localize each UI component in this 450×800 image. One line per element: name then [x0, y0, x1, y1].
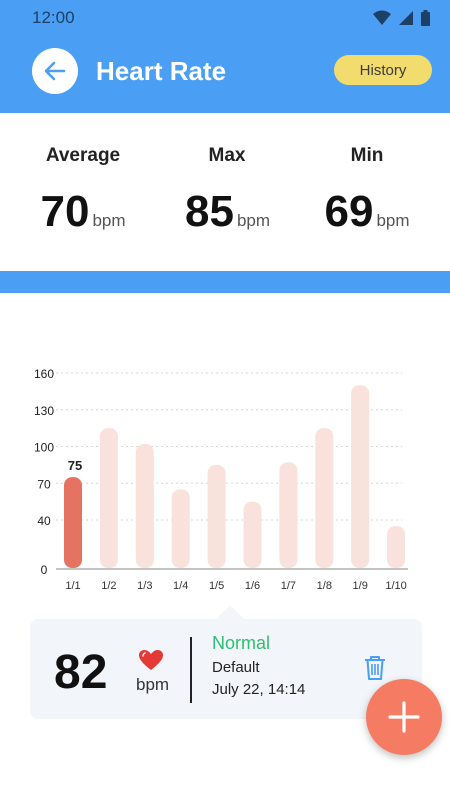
chart-bar: [279, 462, 298, 568]
chart-bar: [64, 477, 82, 568]
chart-bar: [207, 464, 226, 568]
stat-average: Average 70 bpm: [38, 145, 128, 237]
status-icons: [373, 10, 430, 26]
reading-card[interactable]: 82 bpm Normal Default July 22, 14:14: [30, 619, 422, 719]
card-pointer: [216, 605, 244, 619]
y-tick-label: 130: [34, 404, 54, 418]
battery-icon: [421, 10, 430, 26]
x-tick-label: 1/8: [317, 580, 332, 592]
reading-datetime: July 22, 14:14: [212, 681, 306, 698]
back-button[interactable]: [32, 48, 78, 94]
x-tick-label: 1/2: [101, 580, 116, 592]
chart-svg: 0 40 70 100 130 160 1/1 75 1/2 1/3 1/4 1/5 1/6 1/7 1/8…: [34, 367, 408, 592]
stat-max-label: Max: [208, 145, 246, 166]
stat-max-value: 85: [185, 187, 234, 236]
stat-average-unit: bpm: [92, 211, 126, 230]
stat-min: Min 69 bpm: [322, 145, 412, 237]
stats-panel: Average 70 bpm Max 85 bpm Min 69 bpm: [0, 113, 450, 271]
stat-average-label: Average: [45, 145, 121, 166]
reading-value: 82: [54, 646, 108, 699]
y-tick-label: 0: [41, 563, 48, 577]
status-time: 12:00: [32, 8, 75, 27]
stat-min-label: Min: [350, 145, 384, 166]
wifi-icon: [373, 10, 391, 25]
chart-bar: [315, 428, 334, 568]
chart-bar: [99, 428, 118, 568]
signal-icon: [399, 11, 413, 25]
reading-profile: Default: [212, 659, 260, 676]
data-label: 75: [68, 458, 82, 473]
plus-icon: [388, 701, 420, 733]
chart-bar: [171, 489, 190, 568]
chart-bar: [351, 385, 370, 568]
trash-icon[interactable]: [364, 655, 386, 681]
stat-average-value: 70: [40, 187, 90, 236]
y-tick-label: 100: [34, 441, 54, 455]
add-reading-button[interactable]: [366, 679, 442, 755]
stat-min-value: 69: [324, 187, 374, 236]
arrow-left-icon: [44, 61, 66, 81]
y-tick-label: 40: [37, 514, 51, 528]
app-bar: Heart Rate History: [0, 36, 450, 113]
x-tick-label: 1/1: [65, 580, 80, 592]
x-tick-label: 1/10: [385, 580, 406, 592]
stat-max-unit: bpm: [236, 211, 271, 230]
x-tick-label: 1/9: [353, 580, 368, 592]
heart-icon: [139, 650, 163, 670]
x-tick-label: 1/4: [173, 580, 188, 592]
chart-bar: [243, 501, 262, 568]
heart-rate-chart: 0 40 70 100 130 160 1/1 75 1/2 1/3 1/4 1/5 1/6 1/7 1/8…: [0, 293, 450, 613]
reading-unit: bpm: [136, 675, 170, 694]
y-tick-label: 160: [34, 367, 54, 381]
stat-min-unit: bpm: [376, 211, 410, 230]
x-tick-label: 1/6: [245, 580, 260, 592]
card-divider: [190, 637, 192, 703]
reading-status: Normal: [212, 633, 271, 653]
stat-max: Max 85 bpm: [185, 145, 271, 237]
page-title: Heart Rate: [96, 56, 227, 86]
section-divider: [0, 271, 450, 293]
chart-bar: [135, 444, 154, 568]
x-tick-label: 1/5: [209, 580, 224, 592]
y-tick-label: 70: [37, 477, 51, 491]
chart-bar: [387, 526, 406, 568]
x-tick-label: 1/3: [137, 580, 152, 592]
x-tick-label: 1/7: [281, 580, 296, 592]
status-bar: 12:00: [0, 0, 450, 36]
history-button[interactable]: History: [334, 55, 432, 85]
